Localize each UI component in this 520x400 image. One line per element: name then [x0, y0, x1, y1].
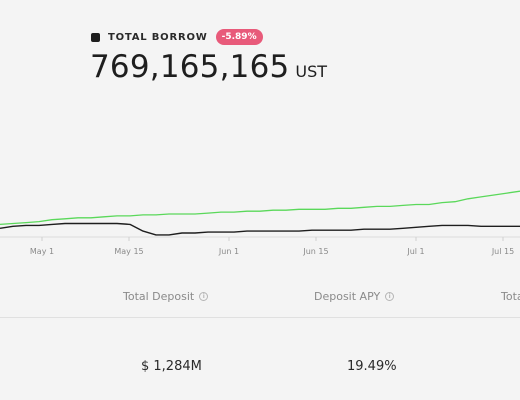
total-header-cut: Tota: [501, 290, 520, 303]
x-axis-ticks: May 1 May 15 Jun 1 Jun 15 Jul 1 Jul 15: [0, 236, 520, 256]
headline-number: 769,165,165: [90, 49, 290, 85]
deposit-apy-header: Deposit APY i: [314, 290, 395, 303]
info-icon[interactable]: i: [385, 292, 395, 301]
headline-unit: UST: [295, 62, 328, 81]
x-tick-label: May 15: [114, 247, 143, 256]
legend-swatch: [91, 32, 100, 42]
chart-lines: [0, 190, 520, 236]
total-deposit-label: Total Deposit: [123, 290, 195, 303]
series-line-borrow: [0, 222, 520, 236]
x-tick-label: Jun 1: [218, 247, 239, 256]
total-deposit-value: $ 1,284M: [141, 359, 202, 374]
info-icon[interactable]: i: [199, 292, 209, 301]
total-header-label: Tota: [501, 290, 520, 303]
series-line-green: [0, 190, 520, 226]
deposit-apy-label: Deposit APY: [314, 290, 381, 303]
deposit-apy-value: 19.49%: [347, 359, 397, 374]
borrow-chart: May 1 May 15 Jun 1 Jun 15 Jul 1 Jul 15: [0, 190, 520, 256]
section-divider: [0, 317, 520, 318]
headline-value: 769,165,165 UST: [90, 49, 327, 85]
x-tick-label: Jun 15: [302, 247, 328, 256]
x-tick-label: May 1: [30, 247, 54, 256]
chart-legend: TOTAL BORROW -5.89%: [91, 28, 263, 46]
x-tick-label: Jul 1: [406, 247, 424, 256]
change-badge: -5.89%: [215, 29, 263, 45]
total-deposit-header: Total Deposit i: [123, 290, 209, 303]
x-tick-label: Jul 15: [491, 247, 514, 256]
legend-label: TOTAL BORROW: [108, 31, 208, 43]
